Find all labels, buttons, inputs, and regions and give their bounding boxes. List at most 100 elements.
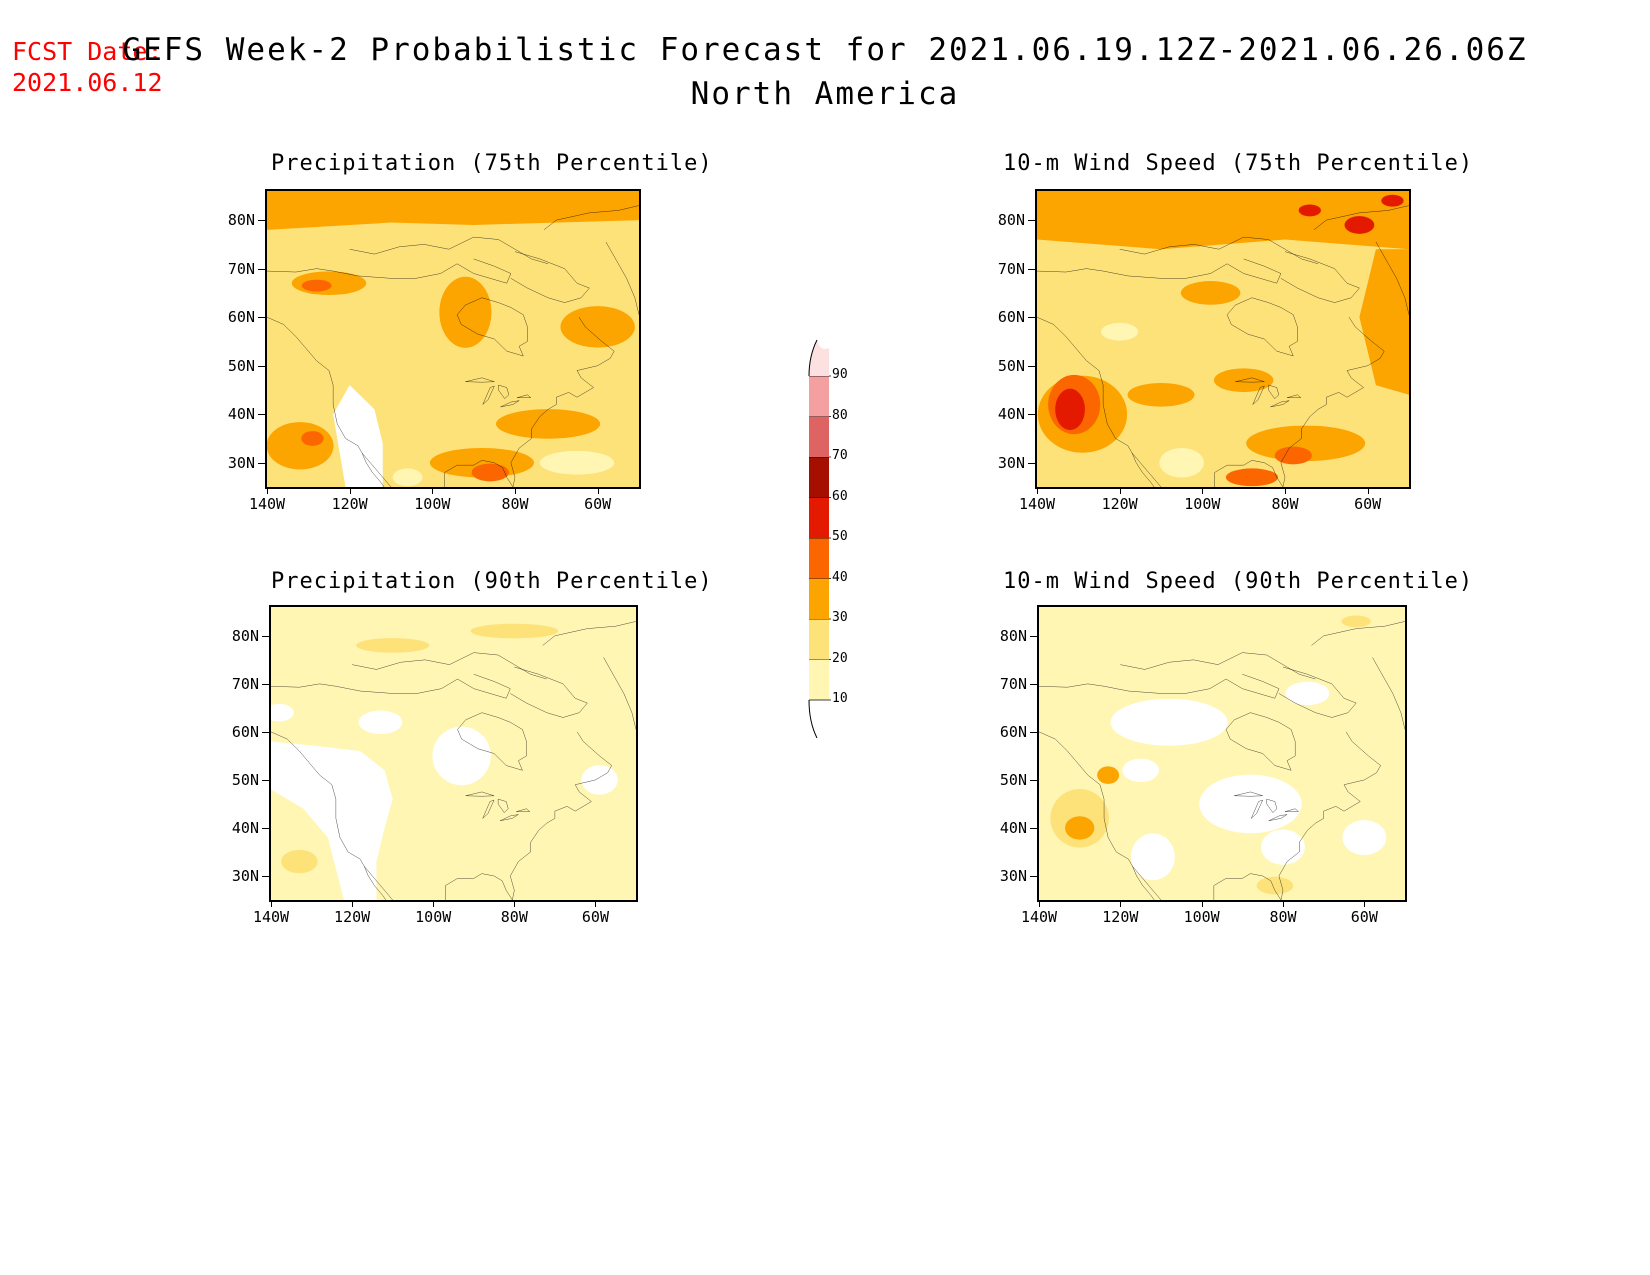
latitude-tick xyxy=(1028,414,1035,416)
latitude-label: 70N xyxy=(997,259,1025,278)
latitude-label: 40N xyxy=(999,818,1027,837)
map-field-wind75 xyxy=(1037,191,1409,487)
shaded-region xyxy=(1097,766,1120,784)
colorbar-segment xyxy=(809,416,829,457)
longitude-tick xyxy=(267,487,268,494)
great-lake-outline xyxy=(483,800,494,818)
shaded-region xyxy=(267,422,334,470)
shaded-region xyxy=(1256,876,1294,895)
longitude-label: 120W xyxy=(331,495,368,513)
colorbar-top-edge xyxy=(808,339,818,377)
arctic-coast xyxy=(1039,674,1279,698)
great-lake-outline xyxy=(1234,792,1262,796)
longitude-tick xyxy=(352,900,354,907)
shaded-region xyxy=(470,623,559,639)
map-precip-75 xyxy=(265,189,641,489)
shaded-region xyxy=(1127,382,1195,407)
page-subtitle: North America xyxy=(690,76,960,112)
great-lake-outline xyxy=(500,815,518,821)
longitude-tick xyxy=(433,900,435,907)
forecast-date-block: FCST Date: 2021.06.12 xyxy=(12,36,163,98)
latitude-label: 30N xyxy=(997,453,1025,472)
coastline-gulf xyxy=(1215,460,1283,487)
shaded-region xyxy=(1213,368,1274,393)
coastline-baja xyxy=(1133,866,1161,900)
shaded-region xyxy=(271,703,294,722)
shaded-region xyxy=(1298,204,1321,217)
longitude-label: 140W xyxy=(248,495,286,513)
map-precip-90 xyxy=(269,605,638,902)
longitude-label: 140W xyxy=(252,908,290,926)
great-lake-outline xyxy=(483,386,495,404)
shaded-region xyxy=(539,450,615,475)
shaded-region xyxy=(439,276,492,348)
coastline-west xyxy=(1039,732,1161,900)
shaded-region xyxy=(356,638,430,653)
longitude-tick xyxy=(349,487,351,494)
hudson-bay-outline xyxy=(458,713,527,771)
coastline-gulf xyxy=(445,874,512,900)
great-lake-outline xyxy=(465,378,494,382)
latitude-tick xyxy=(1028,268,1035,270)
longitude-tick xyxy=(1039,900,1040,907)
longitude-tick xyxy=(597,487,599,494)
shaded-region xyxy=(1261,829,1305,865)
latitude-tick xyxy=(258,365,265,367)
background-shading xyxy=(1039,607,1405,900)
shaded-region xyxy=(1055,388,1085,431)
colorbar-label: 50 xyxy=(832,529,848,544)
colorbar-label: 60 xyxy=(832,488,848,504)
coastline-west xyxy=(1037,317,1161,487)
shaded-region xyxy=(1130,833,1175,881)
shaded-region xyxy=(1342,819,1387,856)
shaded-region xyxy=(1274,446,1312,465)
shaded-region xyxy=(432,726,491,786)
longitude-tick xyxy=(1364,900,1366,907)
latitude-label: 50N xyxy=(999,770,1027,789)
longitude-label: 60W xyxy=(581,908,609,926)
shaded-region xyxy=(1180,281,1241,305)
longitude-tick xyxy=(432,487,434,494)
forecast-date-label: FCST Date: xyxy=(12,37,163,66)
colorbar-label: 90 xyxy=(832,367,848,382)
shaded-region xyxy=(1159,447,1204,478)
longitude-tick xyxy=(1037,487,1038,494)
greenland-west xyxy=(604,657,636,729)
great-lake-outline xyxy=(1268,385,1278,399)
latitude-tick xyxy=(1030,635,1037,637)
latitude-tick xyxy=(258,268,265,270)
shaded-region xyxy=(267,191,639,230)
longitude-tick xyxy=(1285,487,1286,494)
latitude-label: 80N xyxy=(999,626,1027,645)
longitude-label: 80W xyxy=(1269,908,1297,926)
latitude-label: 50N xyxy=(231,770,259,789)
map-field-precip90 xyxy=(271,607,636,900)
colorbar-label: 10 xyxy=(832,691,848,706)
coastline-west xyxy=(271,732,393,900)
latitude-label: 50N xyxy=(227,356,255,375)
panel-title-wind-90: 10-m Wind Speed (90th Percentile) xyxy=(1003,569,1474,594)
shaded-region xyxy=(392,468,423,487)
longitude-label: 60W xyxy=(1350,908,1378,926)
coastline-east xyxy=(1281,317,1384,487)
shaded-region xyxy=(560,306,635,348)
coastline-east xyxy=(1279,732,1381,900)
colorbar-bottom-edge xyxy=(808,699,818,739)
longitude-tick xyxy=(1202,487,1204,494)
great-lake-outline xyxy=(1271,401,1290,407)
panel-title-wind-75: 10-m Wind Speed (75th Percentile) xyxy=(1003,151,1474,176)
great-lake-outline xyxy=(501,401,520,407)
latitude-label: 40N xyxy=(227,405,255,424)
latitude-tick xyxy=(262,683,269,685)
latitude-tick xyxy=(262,779,269,781)
greenland-north xyxy=(1311,621,1405,645)
coastline-east xyxy=(511,317,614,487)
shaded-region xyxy=(301,431,324,446)
shaded-region xyxy=(1359,249,1409,395)
longitude-tick xyxy=(1120,900,1122,907)
latitude-tick xyxy=(1030,683,1037,685)
coastline-east xyxy=(510,732,611,900)
shaded-region xyxy=(1225,468,1278,487)
arctic-coast xyxy=(1037,259,1281,283)
latitude-tick xyxy=(1028,317,1035,319)
